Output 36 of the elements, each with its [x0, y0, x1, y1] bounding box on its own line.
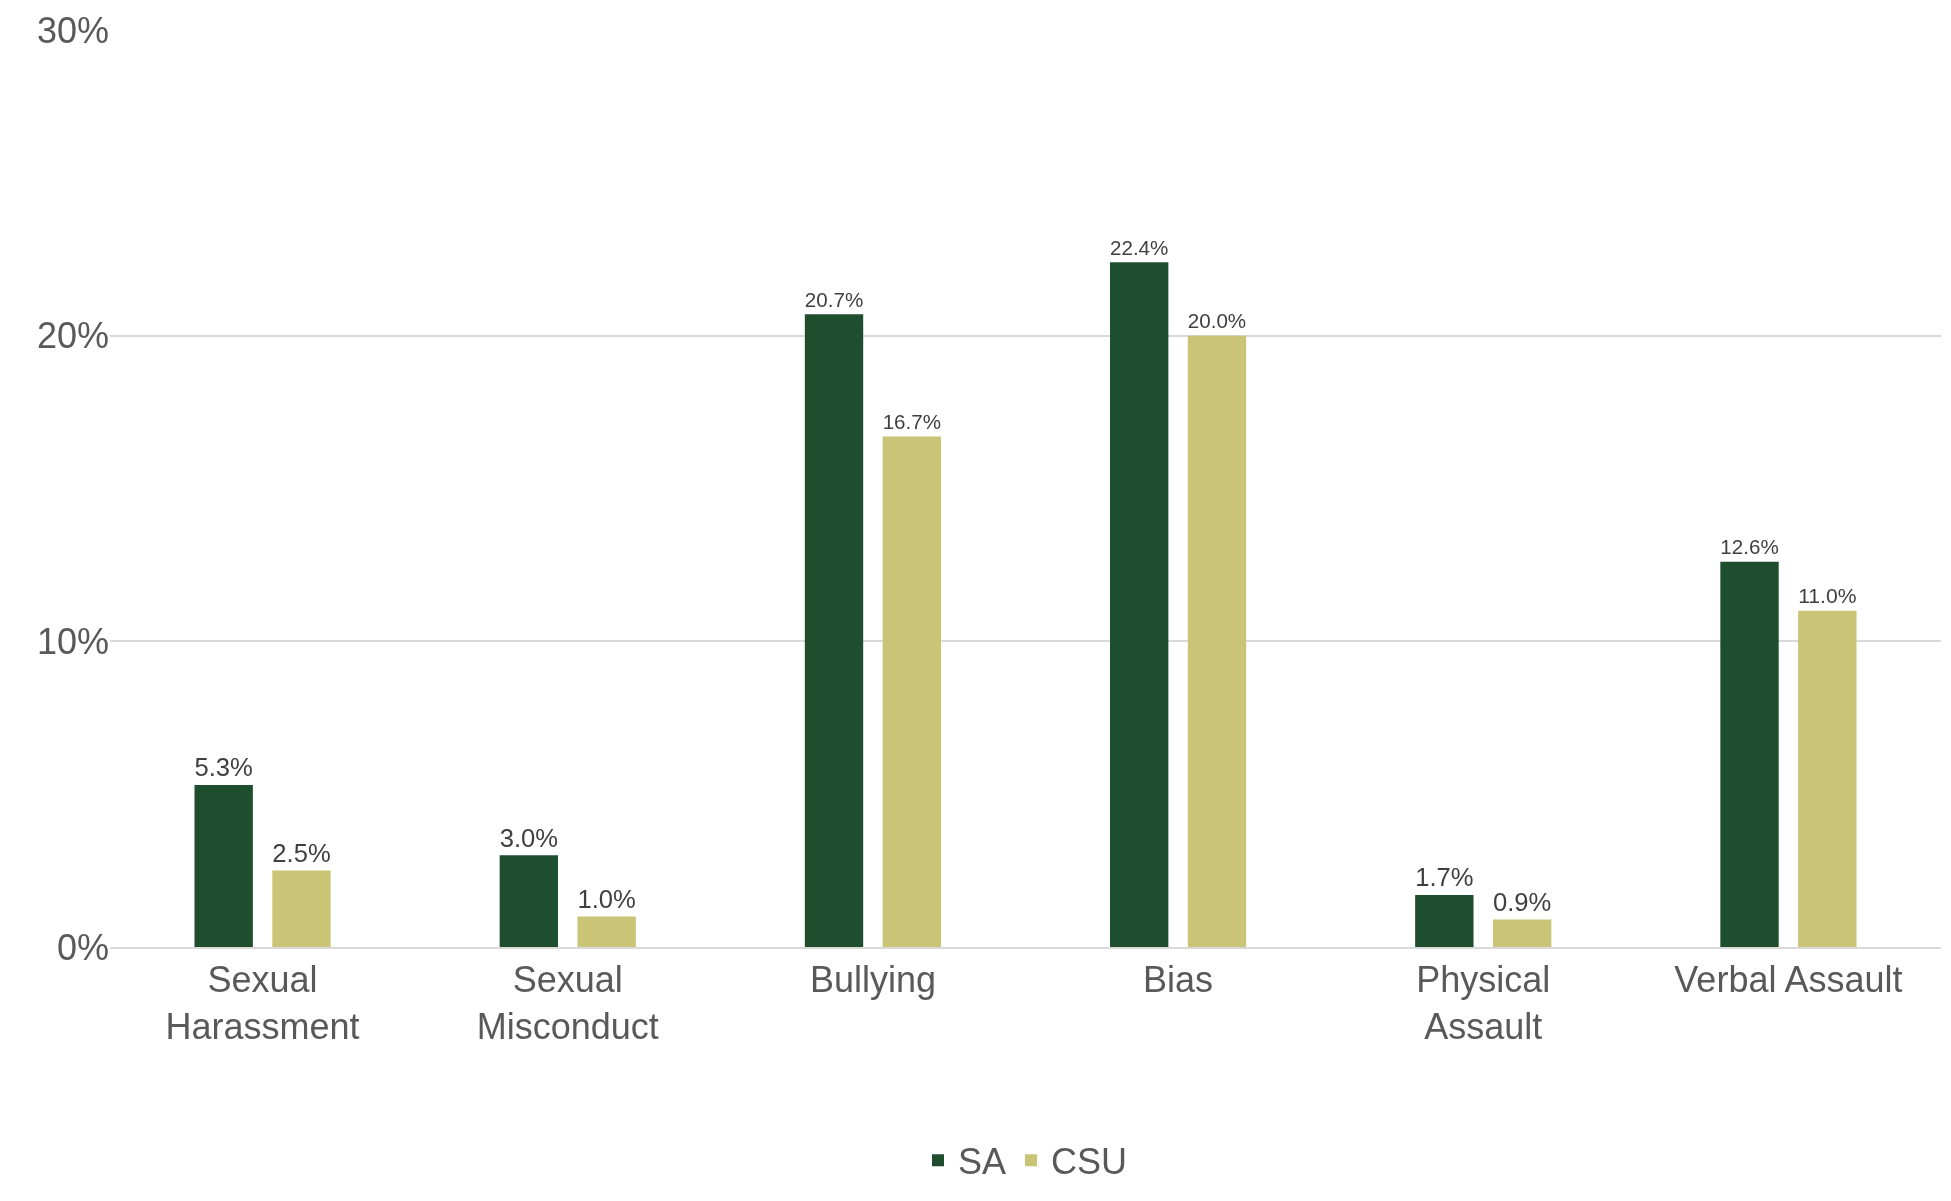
bar	[882, 436, 942, 947]
bar	[272, 870, 331, 947]
data-label: 11.0%	[1798, 584, 1857, 608]
data-label: 2.5%	[272, 838, 331, 867]
data-label: 22.4%	[1110, 235, 1169, 259]
bar	[577, 916, 636, 947]
bar	[1798, 610, 1857, 947]
x-tick-label: Physical Assault	[1416, 959, 1551, 1047]
legend-label: CSU	[1051, 1141, 1128, 1183]
bar	[804, 314, 864, 947]
data-label: 0.9%	[1492, 887, 1552, 916]
y-tick-label: 0%	[56, 926, 109, 968]
x-tick-label: Verbal Assault	[1674, 959, 1903, 1001]
data-label: 1.0%	[577, 884, 636, 913]
x-tick-label: Bullying	[809, 959, 936, 1001]
x-tick-label: Sexual Misconduct	[476, 959, 659, 1047]
bar	[1415, 895, 1474, 947]
bar	[1720, 561, 1779, 947]
y-tick-label: 30%	[36, 9, 109, 51]
legend-label: SA	[958, 1141, 1007, 1183]
y-tick-label: 10%	[36, 620, 109, 662]
data-label: 12.6%	[1720, 535, 1779, 559]
y-tick-label: 20%	[36, 315, 109, 357]
bar	[499, 855, 559, 947]
bar	[1187, 335, 1247, 947]
data-label: 1.7%	[1415, 863, 1474, 892]
bar	[194, 785, 253, 947]
bar	[1492, 919, 1552, 947]
data-label: 20.7%	[804, 287, 864, 311]
x-tick-label: Sexual Harassment	[165, 959, 360, 1047]
data-label: 3.0%	[499, 823, 559, 852]
x-tick-label: Bias	[1143, 959, 1214, 1001]
data-label: 20.0%	[1187, 309, 1247, 333]
data-label: 16.7%	[882, 409, 941, 433]
bar	[1109, 262, 1169, 947]
data-label: 5.3%	[194, 753, 253, 782]
